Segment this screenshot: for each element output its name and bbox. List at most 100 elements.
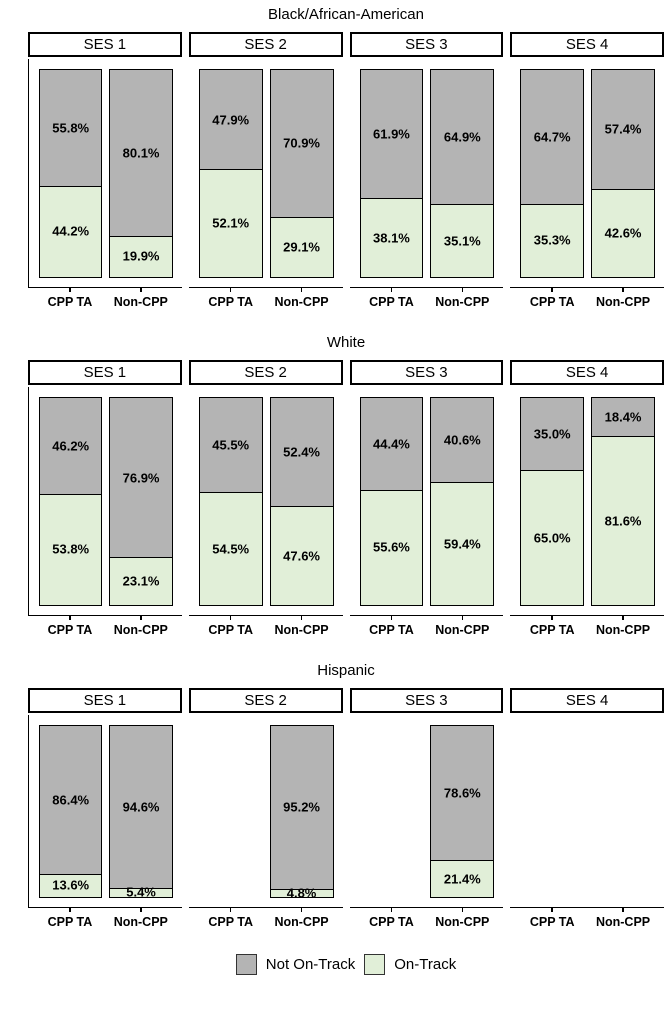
segment-not-on-track [110,398,172,558]
x-axis-cell: CPP TA [199,908,263,929]
x-axis: CPP TA Non-CPP [189,288,343,309]
panel: 55.8% 44.2% 80.1% 19.9% [28,59,182,288]
panel: 78.6% 21.4% [349,715,504,908]
stacked-bar: 57.4% 42.6% [591,69,655,278]
segment-on-track [110,557,172,605]
segment-on-track [270,216,333,277]
value-label-not-on-track: 94.6% [122,799,160,815]
bar-slot: 57.4% 42.6% [591,69,655,278]
x-axis-cell: Non-CPP [270,288,334,309]
value-label-on-track: 5.4% [126,884,156,900]
bar-slot: 86.4% 13.6% [39,725,103,898]
segment-not-on-track [360,70,423,199]
x-axis-tick [461,288,464,292]
bar-slot: 64.9% 35.1% [430,69,495,278]
facet-column: SES 3 61.9% 38.1% 64.9% 35.1% CPP TA Non-CPP [349,32,504,309]
legend-item-not-on-track: Not On-Track [235,954,355,975]
facet-column: SES 3 78.6% 21.4% CPP TA Non-CPP [349,688,504,929]
x-axis-cell: CPP TA [199,288,263,309]
x-axis-label: CPP TA [208,295,254,309]
x-axis-cell: Non-CPP [270,616,334,637]
facet-strip-label: SES 3 [405,364,448,381]
facet-column: SES 1 55.8% 44.2% 80.1% 19.9% CPP TA Non-CPP [28,32,182,309]
facet-strip-label: SES 4 [565,692,609,709]
x-axis-label: CPP TA [369,295,414,309]
panel: 86.4% 13.6% 94.6% 5.4% [28,715,182,908]
bar-slot: 95.2% 4.8% [269,725,334,900]
bar-slot: 70.9% 29.1% [269,69,334,278]
value-label-on-track: 44.2% [52,223,90,239]
facet-column: SES 4 35.0% 65.0% 18.4% 81.6% CPP TA Non-CPP [510,360,664,637]
x-axis-cell: Non-CPP [430,616,494,637]
bar-slot [591,725,655,898]
facet-panels: SES 1 55.8% 44.2% 80.1% 19.9% CPP TA Non-CPP SE… [28,32,664,309]
bar-slot: 94.6% 5.4% [109,725,173,900]
stacked-bar: 40.6% 59.4% [430,397,495,606]
bar-slot: 35.0% 65.0% [520,397,585,606]
bar-slot [199,725,263,898]
segment-not-on-track [270,726,333,889]
stacked-bar: 64.7% 35.3% [520,69,585,278]
x-axis-tick [140,288,142,292]
x-axis-tick [390,616,393,620]
x-axis-cell: CPP TA [38,288,102,309]
segment-on-track [199,492,262,605]
facet-strip-label: SES 2 [244,364,287,381]
x-axis-label: CPP TA [529,295,575,309]
x-axis-label: Non-CPP [435,295,490,309]
panel: 35.0% 65.0% 18.4% 81.6% [510,387,664,616]
x-axis-label: CPP TA [208,915,254,929]
value-label-not-on-track: 61.9% [373,126,410,142]
value-label-on-track: 59.4% [443,536,481,552]
x-axis-tick [300,288,303,292]
x-axis-tick [300,908,303,912]
facet-panels: SES 1 86.4% 13.6% 94.6% 5.4% CPP TA Non-CPP SES… [28,688,664,929]
value-label-on-track: 81.6% [604,513,642,529]
x-axis-tick [461,908,464,912]
facet-rows: Black/African-American SES 1 55.8% 44.2% 80.… [28,6,664,929]
x-axis-cell: Non-CPP [430,908,494,929]
x-axis-cell: CPP TA [38,616,102,637]
bar-slot [360,725,424,898]
value-label-on-track: 47.6% [283,548,320,564]
segment-not-on-track [431,70,494,205]
bar-slot: 40.6% 59.4% [430,397,495,606]
value-label-not-on-track: 70.9% [283,135,320,151]
x-axis-tick [551,908,553,912]
x-axis-label: CPP TA [369,623,414,637]
x-axis-tick [140,616,142,620]
legend-item-on-track: On-Track [364,954,456,975]
x-axis-cell: CPP TA [360,288,424,309]
x-axis-cell: CPP TA [520,288,584,309]
x-axis-label: Non-CPP [595,295,651,309]
x-axis-cell: CPP TA [360,616,424,637]
facet-strip-label: SES 3 [405,36,448,53]
x-axis-tick [229,908,232,912]
legend-label-on-track: On-Track [394,956,457,973]
x-axis: CPP TA Non-CPP [510,616,664,637]
value-label-on-track: 38.1% [373,230,410,246]
facet-row-title: Hispanic [317,662,375,679]
legend-swatch-on-track-icon [364,954,386,975]
x-axis-tick [69,616,71,620]
value-label-not-on-track: 46.2% [52,438,90,454]
value-label-not-on-track: 45.5% [212,437,250,453]
facet-strip: SES 3 [349,32,504,57]
value-label-on-track: 35.3% [533,232,571,248]
segment-not-on-track [110,726,172,888]
panel: 47.9% 52.1% 70.9% 29.1% [188,59,343,288]
bar-slot: 78.6% 21.4% [430,725,495,898]
segment-not-on-track [40,726,102,874]
facet-column: SES 2 45.5% 54.5% 52.4% 47.6% CPP TA Non-CPP [188,360,343,637]
bar-slot: 47.9% 52.1% [198,69,263,278]
segment-on-track [360,489,423,605]
x-axis: CPP TA Non-CPP [510,908,664,929]
x-axis-label: CPP TA [208,623,254,637]
x-axis-tick [551,288,553,292]
facet-row: White SES 1 46.2% 53.8% 76.9% 23.1% CPP TA Non-… [28,334,664,637]
x-axis-cell: Non-CPP [109,288,173,309]
x-axis-cell: Non-CPP [591,288,655,309]
facet-strip: SES 1 [28,360,182,385]
x-axis-tick [390,908,393,912]
